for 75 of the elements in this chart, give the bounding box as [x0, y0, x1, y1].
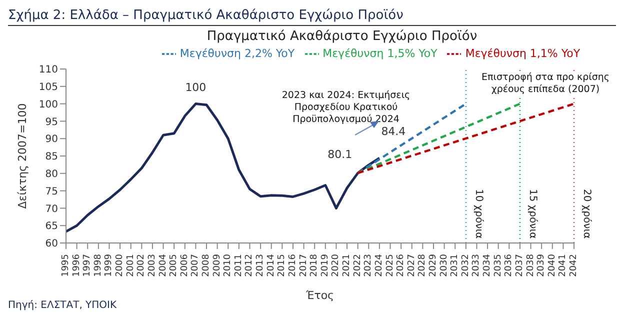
x-tick-label: 2010 [223, 254, 234, 277]
annotation: 100 [185, 80, 206, 94]
x-tick-label: 2014 [266, 254, 276, 277]
x-tick-label: 2033 [472, 254, 482, 277]
x-tick-label: 2040 [547, 254, 558, 277]
annotation: Επιστροφή στα προ κρίσης χρέους επίπεδα (2007) [478, 72, 613, 96]
y-tick-label: 95 [45, 116, 58, 128]
x-tick-label: 2007 [190, 254, 201, 277]
annotation: 80.1 [328, 148, 352, 162]
x-tick-label: 2032 [460, 254, 471, 277]
chart-title: Σχήμα 2: Ελλάδα – Πραγματικό Ακαθάριστο Εγχώριο Προϊόν [8, 8, 616, 26]
x-tick-label: 2001 [126, 254, 136, 277]
y-axis-title: Δείκτης 2007=100 [16, 103, 29, 209]
x-tick-label: 2020 [331, 254, 342, 277]
ref-line-label: 15 χρόνια [526, 189, 538, 240]
x-tick-label: 2000 [115, 254, 126, 277]
x-tick-label: 2021 [342, 254, 352, 277]
x-tick-label: 2030 [439, 254, 450, 277]
ref-line-label: 20 χρόνια [581, 189, 592, 240]
x-tick-label: 2025 [385, 254, 396, 277]
x-tick-label: 1997 [82, 254, 93, 277]
x-tick-label: 2016 [288, 254, 298, 277]
annotation: 84.4 [381, 125, 406, 138]
x-tick-label: 2035 [493, 254, 504, 277]
x-tick-label: 2039 [536, 254, 547, 277]
x-tick-label: 2037 [514, 254, 525, 277]
x-tick-label: 2028 [418, 254, 428, 277]
y-tick-label: 80 [45, 168, 58, 180]
y-tick-label: 105 [38, 82, 58, 93]
y-tick-label: 90 [45, 134, 58, 146]
x-tick-label: 2015 [277, 254, 288, 277]
x-tick-label: 2041 [558, 254, 568, 277]
ref-line-label: 10 χρόνια [472, 189, 484, 240]
x-tick-label: 2026 [396, 254, 406, 277]
x-tick-label: 1999 [104, 254, 114, 277]
x-tick-label: 2018 [310, 254, 320, 277]
x-tick-label: 2011 [234, 254, 244, 277]
x-tick-label: 1996 [72, 254, 82, 277]
x-tick-label: 2031 [450, 254, 460, 277]
y-tick-label: 60 [45, 238, 58, 250]
x-tick-label: 2009 [212, 254, 222, 277]
x-tick-label: 2012 [244, 254, 255, 277]
x-tick-label: 2027 [406, 254, 417, 277]
y-tick-label: 85 [45, 152, 58, 163]
x-tick-label: 2006 [180, 254, 190, 277]
y-tick-label: 110 [38, 64, 58, 76]
y-tick-label: 70 [45, 204, 58, 215]
legend-label: Μεγέθυνση 1,1% YoY [465, 47, 580, 60]
x-tick-label: 2003 [147, 254, 158, 277]
text: Πηγή: ΕΛΣΤΑΤ, ΥΠΟΙΚ [8, 300, 117, 312]
x-tick-label: 2029 [428, 254, 438, 277]
legend-label: Μεγέθυνση 1,5% YoY [322, 47, 438, 60]
annotation: 2023 και 2024: Εκτιμήσεις Προσχεδίου Κρατικού Προϋπολογισμού 2024 [280, 90, 412, 126]
y-tick-label: 100 [38, 99, 58, 110]
x-tick-label: 2008 [202, 254, 212, 277]
x-tick-label: 2038 [526, 254, 536, 277]
x-tick-label: 2004 [158, 254, 168, 277]
x-tick-label: 2036 [504, 254, 514, 277]
x-tick-label: 1998 [93, 254, 104, 277]
x-tick-label: 2013 [256, 254, 266, 277]
x-tick-label: 2034 [482, 254, 493, 277]
y-tick-label: 65 [45, 221, 58, 232]
x-tick-label: 2022 [352, 254, 363, 277]
x-tick-label: 2002 [136, 254, 147, 277]
x-axis-title: Έτος [304, 289, 334, 302]
x-tick-label: 2024 [374, 254, 384, 277]
x-tick-label: 2042 [569, 254, 579, 277]
x-tick-label: 2017 [298, 254, 309, 277]
x-tick-label: 2023 [364, 254, 374, 277]
chart-subtitle: Πραγματικό Ακαθάριστο Εγχώριο Προϊόν [206, 29, 478, 45]
x-tick-label: 2019 [320, 254, 330, 277]
y-tick-label: 75 [45, 186, 58, 198]
legend-label: Μεγέθυνση 2,2% YoY [180, 47, 295, 60]
x-tick-label: 1995 [61, 254, 71, 277]
x-tick-label: 2005 [169, 254, 180, 277]
